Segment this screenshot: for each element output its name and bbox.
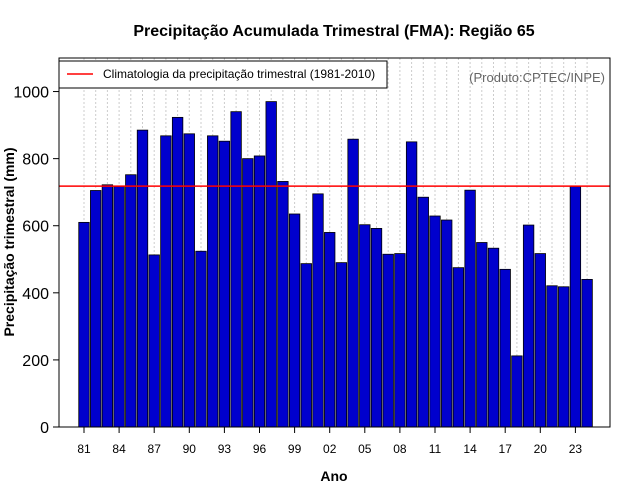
bar-2024 (581, 278, 593, 428)
x-tick-label: 93 (218, 442, 232, 456)
bar-2012 (441, 219, 453, 428)
bar-2001 (312, 193, 324, 428)
x-axis: 81 84 87 90 93 96 99 02 05 08 11 14 17 20 23 (77, 427, 582, 456)
bar-2014 (464, 189, 476, 428)
plot-frame (58, 57, 611, 428)
bar-2000 (300, 263, 312, 428)
bar-1999 (288, 213, 301, 428)
legend: Climatologia da precipitação trimestral … (58, 60, 388, 89)
x-tick-label: 17 (499, 442, 513, 456)
y-tick-label: 0 (40, 420, 49, 437)
x-tick-label: 05 (358, 442, 372, 456)
bar-1996 (253, 155, 266, 428)
y-tick-label: 200 (22, 353, 49, 370)
bar-2022 (558, 286, 570, 428)
x-tick-label: 84 (112, 442, 126, 456)
bar-2021 (546, 285, 558, 428)
x-tick-label: 90 (183, 442, 197, 456)
x-tick-label: 81 (77, 442, 91, 456)
bar-1995 (242, 158, 254, 428)
legend-box (58, 60, 388, 89)
bar-1993 (218, 140, 231, 428)
bar-1991 (195, 250, 207, 428)
bar-1984 (113, 186, 125, 428)
bar-series (78, 101, 593, 428)
bar-2020 (534, 253, 546, 428)
bar-2019 (522, 224, 535, 428)
bar-1982 (90, 190, 102, 428)
bar-1985 (125, 174, 137, 428)
bar-2013 (452, 267, 465, 428)
x-tick-label: 99 (288, 442, 302, 456)
bar-2004 (347, 138, 359, 428)
x-tick-label: 20 (534, 442, 548, 456)
bar-2011 (429, 215, 441, 428)
y-axis: 0 200 400 600 800 1000 (13, 85, 59, 437)
bar-1983 (101, 184, 114, 428)
x-tick-label: 11 (429, 442, 442, 456)
legend-label: Climatologia da precipitação trimestral … (103, 67, 375, 81)
bar-2015 (476, 242, 488, 428)
y-tick-label: 400 (22, 286, 49, 303)
y-tick-label: 600 (22, 219, 49, 236)
x-axis-title: Ano (320, 468, 347, 484)
y-tick-label: 800 (22, 152, 49, 169)
credit-text: (Produto:CPTEC/INPE) (469, 70, 605, 85)
bar-2002 (324, 232, 336, 428)
bar-2010 (417, 196, 429, 428)
x-tick-label: 02 (323, 442, 337, 456)
bar-2023 (569, 186, 582, 428)
bar-1988 (160, 135, 172, 428)
x-tick-label: 96 (253, 442, 267, 456)
x-tick-label: 23 (569, 442, 583, 456)
bar-1990 (183, 133, 195, 428)
y-axis-title: Precipitação trimestral (mm) (1, 147, 17, 336)
bar-2005 (359, 224, 371, 428)
bar-2003 (335, 262, 348, 428)
bar-1986 (136, 129, 149, 428)
bar-1989 (171, 116, 184, 428)
bar-1994 (230, 111, 242, 428)
x-tick-label: 87 (148, 442, 162, 456)
y-tick-label: 1000 (13, 85, 49, 102)
bar-2007 (382, 253, 394, 428)
bar-2006 (370, 228, 383, 428)
bar-1992 (207, 135, 219, 428)
x-tick-label: 08 (393, 442, 407, 456)
bar-1987 (148, 254, 160, 428)
chart-title: Precipitação Acumulada Trimestral (FMA):… (133, 23, 534, 40)
bar-1981 (78, 221, 90, 428)
bar-2008 (394, 253, 406, 428)
bar-2016 (487, 247, 500, 428)
bar-1997 (265, 101, 277, 428)
bar-1998 (277, 181, 289, 428)
bar-2018 (511, 355, 523, 428)
x-tick-label: 14 (463, 442, 477, 456)
bar-2009 (405, 141, 418, 428)
bar-2017 (499, 268, 511, 428)
